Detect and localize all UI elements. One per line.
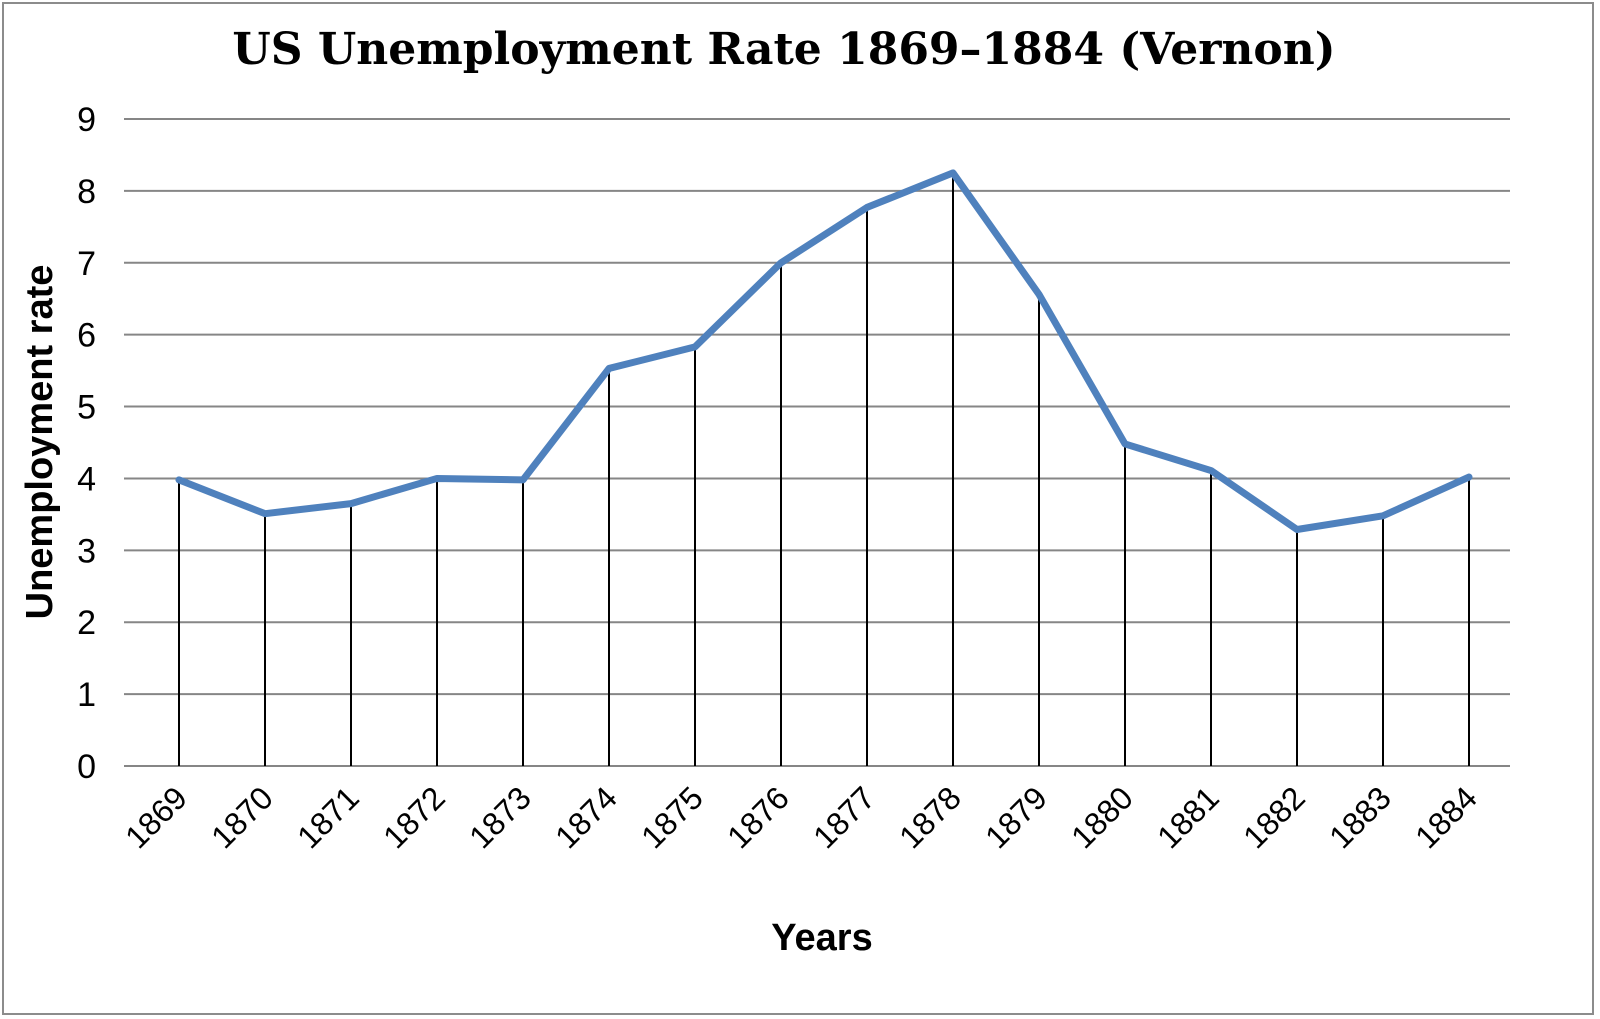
x-tick-label: 1878 (892, 779, 968, 855)
series-group (175, 169, 1473, 533)
data-point (349, 501, 353, 506)
data-point (1467, 475, 1471, 480)
x-tick-labels: 1869 1870 1871 1872 1873 1874 1875 1876 1877 1878… (118, 779, 1484, 855)
y-tick-label: 0 (77, 748, 96, 786)
y-tick-label: 1 (77, 676, 96, 714)
y-tick-label: 9 (77, 101, 96, 139)
x-tick-label: 1881 (1150, 779, 1226, 855)
x-tick-label: 1873 (462, 779, 538, 855)
x-tick-label: 1870 (204, 779, 280, 855)
x-tick-label: 1876 (720, 779, 796, 855)
data-point (435, 476, 439, 481)
x-tick-label: 1869 (118, 779, 194, 855)
data-point (951, 170, 955, 175)
x-tick-label: 1880 (1064, 779, 1140, 855)
y-tick-label: 3 (77, 532, 96, 570)
data-point (1381, 513, 1385, 518)
y-axis-title: Unemployment rate (19, 265, 61, 620)
y-tick-label: 2 (77, 604, 96, 642)
data-point (1123, 441, 1127, 446)
x-tick-label: 1884 (1408, 779, 1484, 855)
x-tick-label: 1875 (634, 779, 710, 855)
series-line (175, 169, 1473, 533)
x-tick-label: 1877 (806, 779, 882, 855)
x-axis-title: Years (771, 917, 872, 959)
y-tick-label: 8 (77, 173, 96, 211)
data-point (865, 205, 869, 210)
chart-title: US Unemployment Rate 1869–1884 (Vernon) (232, 24, 1335, 75)
y-tick-label: 4 (77, 460, 96, 498)
x-tick-label: 1883 (1322, 779, 1398, 855)
data-point (1037, 292, 1041, 297)
y-tick-label: 5 (77, 389, 96, 427)
gridlines (124, 118, 1510, 767)
data-point (693, 344, 697, 349)
data-point (177, 477, 181, 482)
data-point (607, 366, 611, 371)
data-point (1295, 527, 1299, 532)
data-point (263, 511, 267, 516)
x-tick-label: 1874 (548, 779, 624, 855)
y-tick-labels: 0 1 2 3 4 5 6 7 8 9 (77, 101, 96, 786)
data-point (521, 477, 525, 482)
y-tick-label: 6 (77, 317, 96, 355)
y-tick-label: 7 (77, 245, 96, 283)
x-tick-label: 1879 (978, 779, 1054, 855)
data-point (779, 260, 783, 265)
drop-lines (178, 172, 1470, 766)
x-tick-label: 1871 (290, 779, 366, 855)
data-point (1209, 468, 1213, 473)
x-tick-label: 1882 (1236, 779, 1312, 855)
x-tick-label: 1872 (376, 779, 452, 855)
